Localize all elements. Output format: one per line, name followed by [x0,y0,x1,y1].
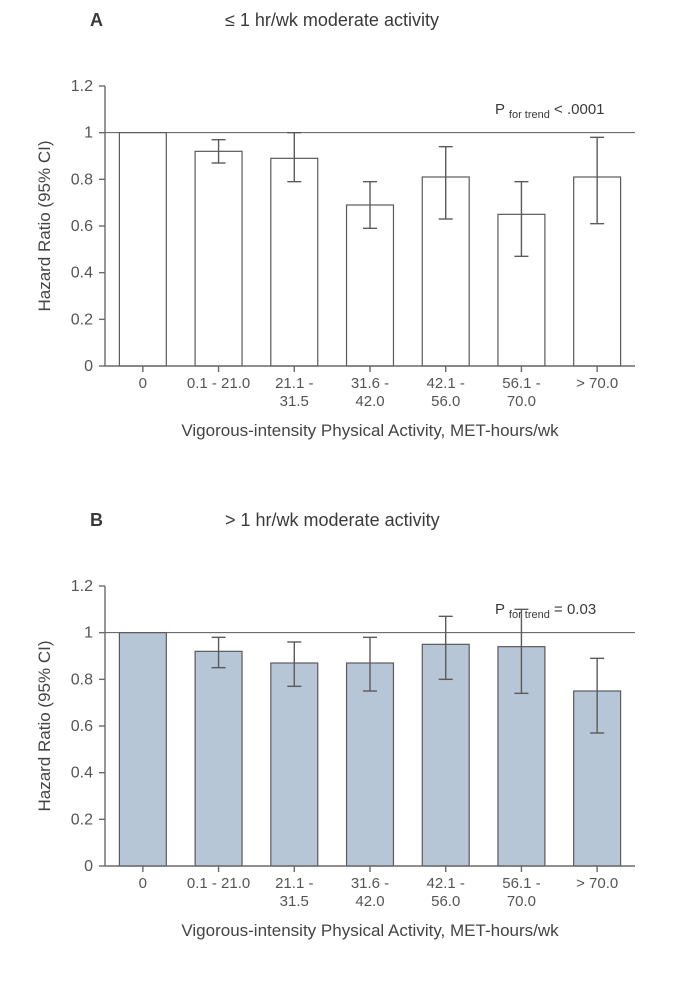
chart-area: 0 0.2 0.4 0.6 0.8 1 1.2 0 0.1 - 21.0 21.1 -31.5 31… [0,538,689,968]
y-tick-label: 0.6 [71,218,93,235]
panel-title-row: B > 1 hr/wk moderate activity [0,510,689,538]
x-tick-label: 56.0 [431,893,460,910]
y-tick-label: 1.2 [71,78,93,95]
y-tick-label: 0.2 [71,811,93,828]
chart-area: 0 0.2 0.4 0.6 0.8 1 1.2 0 0.1 - 21.0 21.1 -31.5 31… [0,38,689,468]
y-tick-label: 0.4 [71,265,93,282]
x-tick-label: > 70.0 [576,375,618,392]
x-tick-label: 0 [139,875,147,892]
y-axis-label: Hazard Ratio (95% CI) [35,640,54,811]
bar [271,158,318,366]
panel-title: > 1 hr/wk moderate activity [225,510,440,531]
x-tick-label: 31.5 [280,893,309,910]
panel-letter: B [90,510,103,531]
x-tick-label: 42.0 [355,893,384,910]
x-tick-label: 70.0 [507,893,536,910]
y-tick-label: 0 [84,858,93,875]
x-tick-label: > 70.0 [576,875,618,892]
x-tick-label: 0 [139,375,147,392]
p-value-annotation: P for trend < .0001 [495,101,605,121]
panel-letter: A [90,10,103,31]
x-tick-label: 56.0 [431,393,460,410]
y-tick-label: 1 [84,125,93,142]
y-tick-label: 1.2 [71,578,93,595]
bar [347,663,394,866]
bar [119,133,166,366]
y-tick-label: 1 [84,625,93,642]
x-tick-label: 56.1 - [502,375,540,392]
x-tick-label: 42.0 [355,393,384,410]
x-tick-label: 31.6 - [351,875,389,892]
bar [271,663,318,866]
x-tick-label: 31.6 - [351,375,389,392]
y-tick-label: 0.6 [71,718,93,735]
panel-title-row: A ≤ 1 hr/wk moderate activity [0,10,689,38]
x-tick-label: 70.0 [507,393,536,410]
bar [195,151,242,366]
x-axis-label: Vigorous-intensity Physical Activity, ME… [181,421,559,440]
panel-a: A ≤ 1 hr/wk moderate activity 0 0.2 0.4 0.6 0.… [0,10,689,468]
panel-b: B > 1 hr/wk moderate activity 0 0.2 0.4 0.6 0.… [0,510,689,968]
y-axis-label: Hazard Ratio (95% CI) [35,140,54,311]
x-tick-label: 42.1 - [427,375,465,392]
y-tick-label: 0.2 [71,311,93,328]
panel-title: ≤ 1 hr/wk moderate activity [225,10,439,31]
x-tick-label: 42.1 - [427,875,465,892]
p-value-annotation: P for trend = 0.03 [495,601,596,621]
x-tick-label: 0.1 - 21.0 [187,375,250,392]
y-tick-label: 0.8 [71,171,93,188]
bar [347,205,394,366]
x-tick-label: 56.1 - [502,875,540,892]
x-tick-label: 21.1 - [275,875,313,892]
y-tick-label: 0 [84,358,93,375]
x-tick-label: 0.1 - 21.0 [187,875,250,892]
x-axis-label: Vigorous-intensity Physical Activity, ME… [181,921,559,940]
x-tick-label: 31.5 [280,393,309,410]
bar [119,633,166,866]
bar [195,651,242,866]
y-tick-label: 0.4 [71,765,93,782]
y-tick-label: 0.8 [71,671,93,688]
x-tick-label: 21.1 - [275,375,313,392]
